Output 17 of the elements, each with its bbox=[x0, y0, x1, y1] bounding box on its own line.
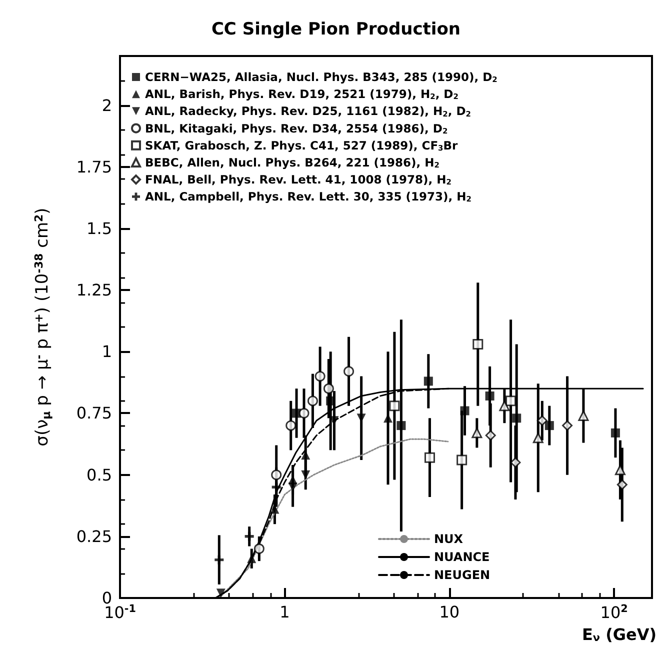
y-tick-label: 1.25 bbox=[76, 280, 112, 300]
y-tick-label: 1 bbox=[102, 342, 112, 362]
legend-label: NUX bbox=[434, 532, 464, 546]
legend-label: NUANCE bbox=[434, 550, 490, 564]
y-tick-label: 1.5 bbox=[86, 218, 112, 238]
x-axis-title: Eν (GeV) bbox=[582, 625, 657, 644]
chart-title: CC Single Pion Production bbox=[211, 20, 461, 40]
legend-label: NEUGEN bbox=[434, 568, 490, 582]
x-tick-label: 1 bbox=[280, 602, 290, 622]
y-tick-label: 0 bbox=[102, 588, 112, 608]
y-tick-label: 2 bbox=[102, 96, 112, 115]
text: σ(νμ p → μ- p π+) (10-38 cm2) bbox=[32, 208, 53, 446]
x-tick-label: 10 bbox=[439, 602, 460, 622]
y-tick-label: 0.5 bbox=[86, 465, 112, 484]
y-tick-label: 1.75 bbox=[76, 157, 112, 176]
y-tick-label: 0.25 bbox=[76, 526, 112, 546]
y-tick-label: 0.75 bbox=[76, 404, 112, 423]
